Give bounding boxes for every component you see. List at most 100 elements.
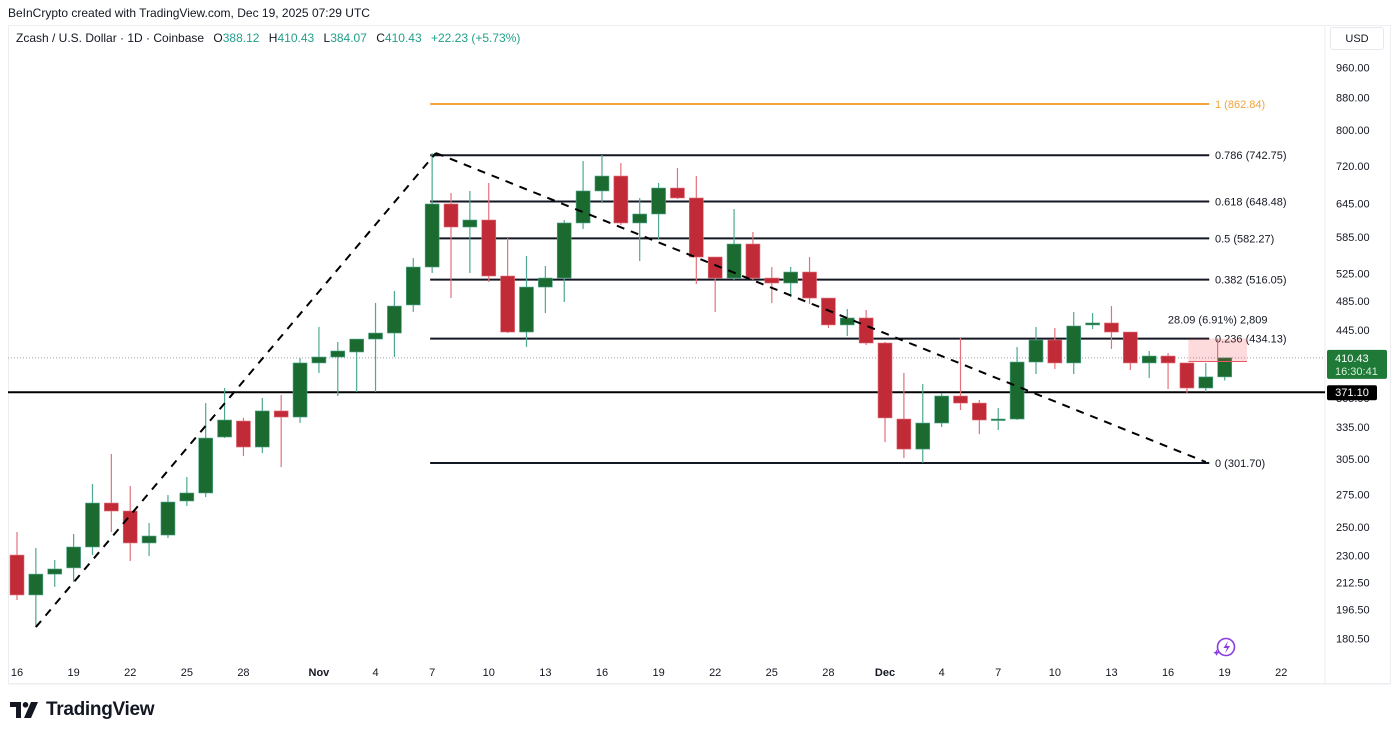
candle[interactable] [1179, 362, 1195, 393]
symbol-title[interactable]: Zcash / U.S. Dollar · 1D · Coinbase [16, 31, 205, 45]
candle[interactable] [632, 197, 648, 262]
candle[interactable] [387, 291, 402, 358]
candle-body [292, 362, 308, 418]
candle[interactable] [764, 267, 780, 303]
price-tick-label: 880.00 [1336, 92, 1370, 104]
candle[interactable] [1104, 306, 1119, 349]
candle-body [443, 203, 459, 228]
tradingview-logo[interactable]: TradingView [10, 698, 155, 722]
candle-body [9, 554, 25, 596]
candle-body [85, 502, 100, 548]
candle[interactable] [462, 190, 478, 274]
candle[interactable] [47, 559, 63, 587]
fibonacci-retracement[interactable]: 1 (862.84) 0.786 (742.75) 0.618 (648.48) 0.… [430, 99, 1287, 470]
candle[interactable] [28, 548, 44, 628]
candle[interactable] [689, 176, 704, 285]
candle-body [1009, 361, 1025, 420]
candle[interactable] [934, 392, 949, 427]
candle-body [255, 410, 270, 448]
candle-body [1066, 325, 1082, 364]
candle[interactable] [66, 534, 81, 582]
candle[interactable] [330, 341, 346, 397]
candle-body [972, 402, 987, 421]
last-price-badge [1327, 349, 1387, 379]
chart-caption: BeInCrypto created with TradingView.com,… [8, 6, 370, 20]
candle[interactable] [292, 358, 308, 424]
candle[interactable] [670, 168, 685, 199]
candle[interactable] [972, 400, 987, 435]
candle[interactable] [1123, 331, 1138, 371]
candle-body [160, 501, 176, 536]
rally-trendline[interactable] [35, 152, 437, 628]
candle[interactable] [9, 531, 25, 600]
candle[interactable] [1047, 327, 1063, 370]
candle[interactable] [915, 384, 931, 463]
candle[interactable] [783, 267, 798, 298]
candle[interactable] [273, 395, 289, 468]
candle[interactable] [877, 341, 893, 443]
candle[interactable] [311, 326, 327, 373]
candle[interactable] [726, 209, 742, 281]
candle[interactable] [141, 522, 157, 557]
candle[interactable] [575, 161, 591, 230]
candle[interactable] [896, 372, 912, 459]
candle[interactable] [198, 403, 213, 498]
currency-button[interactable]: USD [1330, 27, 1384, 50]
candle[interactable] [368, 302, 383, 393]
candle[interactable] [1028, 326, 1044, 375]
candle-body [47, 568, 63, 575]
candle[interactable] [821, 297, 836, 328]
candle[interactable] [953, 338, 968, 410]
candle[interactable] [104, 454, 119, 532]
candle[interactable] [443, 192, 459, 299]
candle-body [330, 350, 346, 358]
candle[interactable] [1066, 311, 1082, 375]
candle[interactable] [122, 486, 138, 562]
candle[interactable] [651, 182, 666, 240]
candle[interactable] [236, 417, 251, 457]
candle[interactable] [990, 408, 1006, 431]
lightning-icon[interactable] [1213, 637, 1236, 657]
candle[interactable] [349, 338, 364, 393]
time-axis[interactable]: 16 19 22 25 28 Nov 4 7 10 13 16 19 22 25 28 Dec 4 7 10 13 16… [11, 667, 1288, 679]
candle[interactable] [160, 494, 176, 538]
candle[interactable] [556, 220, 572, 302]
price-tick-label: 250.00 [1336, 522, 1370, 534]
candle[interactable] [538, 265, 553, 313]
price-range-measurement[interactable]: 28.09 (6.91%) 2,809 [1168, 315, 1268, 362]
candle[interactable] [519, 256, 534, 348]
downtrend-line[interactable] [435, 152, 1207, 463]
candle-body [538, 277, 553, 288]
candle[interactable] [424, 153, 440, 274]
price-axis[interactable]: 960.00 880.00 800.00 720.00 645.00 585.00 525.… [1336, 63, 1370, 646]
candle[interactable] [594, 154, 610, 203]
candle[interactable] [179, 477, 195, 506]
price-tick-label: 180.50 [1336, 633, 1370, 645]
candle[interactable] [1198, 362, 1214, 393]
candle[interactable] [500, 238, 515, 334]
time-tick-label: 19 [652, 667, 664, 679]
candle-body [953, 395, 968, 404]
candle[interactable] [1009, 347, 1025, 421]
candle[interactable] [839, 308, 855, 336]
candle[interactable] [1160, 353, 1176, 390]
open-value: 388.12 [222, 31, 260, 45]
candle[interactable] [405, 258, 421, 312]
time-tick-label: 7 [429, 667, 435, 679]
candle[interactable] [85, 483, 100, 556]
candle[interactable] [802, 257, 817, 304]
close-value: 410.43 [384, 31, 422, 45]
candle[interactable] [1085, 312, 1100, 329]
price-tick-label: 335.00 [1336, 422, 1370, 434]
candle-body [122, 510, 138, 544]
candle[interactable] [217, 388, 232, 439]
candle[interactable] [613, 163, 629, 225]
symbol-legend: Zcash / U.S. Dollar · 1D · Coinbase O388… [16, 31, 520, 45]
candle[interactable] [481, 182, 497, 283]
candle[interactable] [745, 232, 761, 281]
candle-body [1085, 322, 1100, 326]
candle[interactable] [1141, 351, 1157, 378]
candle[interactable] [858, 309, 874, 346]
candle[interactable] [255, 397, 270, 454]
